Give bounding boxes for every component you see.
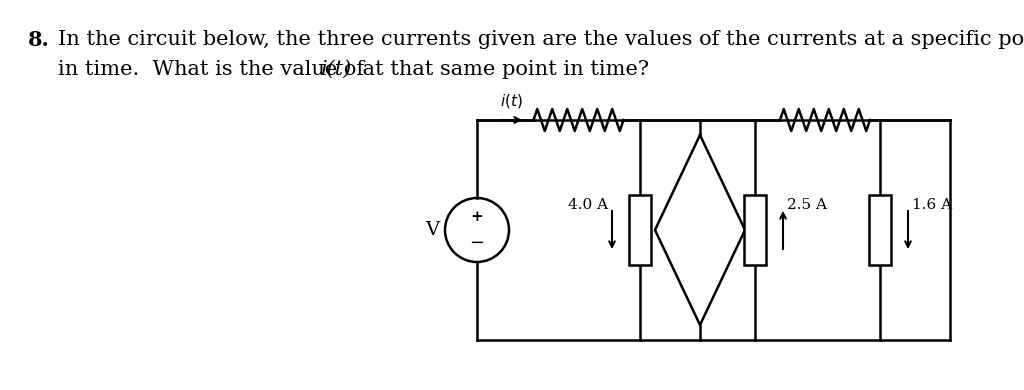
Text: 2.5 A: 2.5 A <box>787 198 827 212</box>
Bar <box>869 195 891 265</box>
Text: $i(t)$: $i(t)$ <box>500 92 522 110</box>
Text: +: + <box>471 210 483 224</box>
Bar <box>629 195 651 265</box>
Text: i(t): i(t) <box>321 60 352 79</box>
Text: at that same point in time?: at that same point in time? <box>356 60 649 79</box>
Text: In the circuit below, the three currents given are the values of the currents at: In the circuit below, the three currents… <box>58 30 1024 49</box>
Text: in time.  What is the value of: in time. What is the value of <box>58 60 371 79</box>
Text: 4.0 A: 4.0 A <box>568 198 608 212</box>
Text: 1.6 A: 1.6 A <box>912 198 952 212</box>
Text: −: − <box>469 234 484 252</box>
Text: 8.: 8. <box>28 30 50 50</box>
Bar <box>744 195 766 265</box>
Text: V: V <box>425 221 439 239</box>
